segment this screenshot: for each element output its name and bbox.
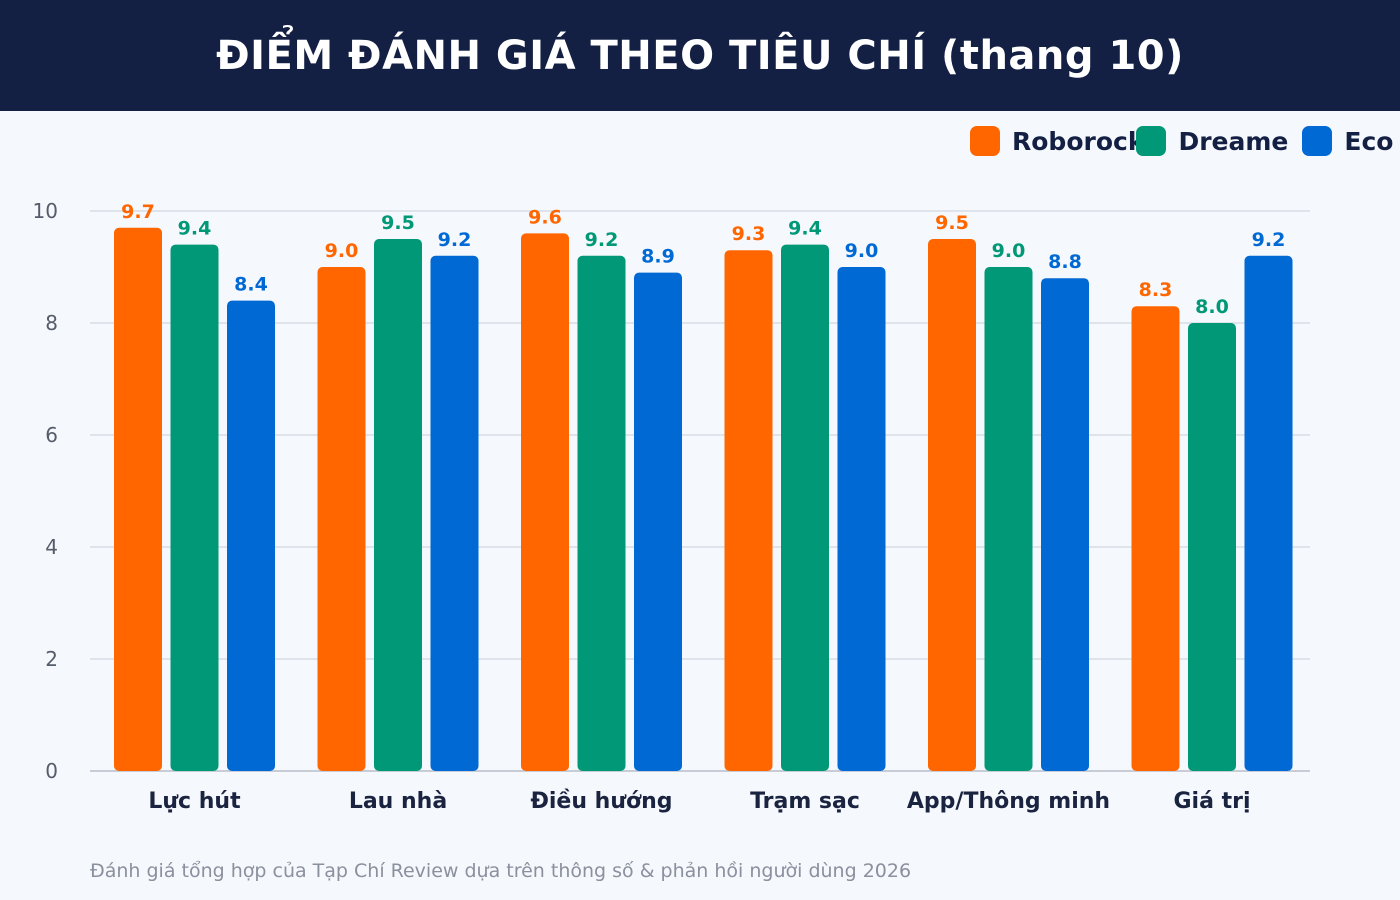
legend-item-roborock: Roborock bbox=[970, 126, 1144, 156]
x-category-label-4: App/Thông minh bbox=[907, 789, 1110, 814]
y-tick-label-4: 4 bbox=[45, 535, 58, 559]
bar-eco-1 bbox=[430, 255, 479, 772]
bar-eco-5 bbox=[1244, 255, 1293, 772]
bar-roborock-0 bbox=[114, 227, 162, 772]
y-tick-label-8: 8 bbox=[45, 311, 58, 335]
bar-dreame-0 bbox=[170, 244, 219, 772]
bar-dreame-3 bbox=[781, 244, 829, 772]
legend-item-dreame: Dreame bbox=[1136, 126, 1288, 156]
chart-header: ĐIỂM ĐÁNH GIÁ THEO TIÊU CHÍ (thang 10) bbox=[0, 0, 1400, 111]
value-label-eco-5: 9.2 bbox=[1252, 229, 1286, 251]
bar-dreame-4 bbox=[984, 267, 1033, 771]
legend-label-dreame: Dreame bbox=[1178, 126, 1289, 156]
value-label-eco-3: 9.0 bbox=[845, 240, 879, 262]
bar-roborock-3 bbox=[724, 250, 773, 771]
value-label-roborock-0: 9.7 bbox=[121, 201, 155, 223]
chart-title: ĐIỂM ĐÁNH GIÁ THEO TIÊU CHÍ (thang 10) bbox=[216, 32, 1184, 79]
value-label-dreame-5: 8.0 bbox=[1195, 296, 1229, 318]
bar-dreame-1 bbox=[374, 239, 422, 771]
y-tick-label-6: 6 bbox=[45, 423, 58, 447]
value-label-dreame-3: 9.4 bbox=[788, 218, 822, 240]
value-label-eco-0: 8.4 bbox=[234, 274, 268, 296]
legend-swatch-roborock bbox=[970, 126, 1000, 156]
value-label-eco-1: 9.2 bbox=[438, 229, 472, 251]
legend-swatch-eco bbox=[1302, 126, 1333, 156]
value-label-roborock-5: 8.3 bbox=[1139, 279, 1173, 301]
value-label-roborock-4: 9.5 bbox=[935, 212, 969, 234]
bar-roborock-2 bbox=[521, 233, 569, 771]
x-category-label-1: Lau nhà bbox=[349, 789, 447, 814]
y-tick-label-10: 10 bbox=[33, 199, 58, 223]
value-label-dreame-0: 9.4 bbox=[178, 218, 212, 240]
bar-dreame-5 bbox=[1188, 323, 1236, 771]
legend-item-eco: Eco bbox=[1302, 126, 1393, 156]
legend-swatch-dreame bbox=[1136, 126, 1167, 156]
value-label-roborock-3: 9.3 bbox=[732, 223, 766, 245]
bar-roborock-5 bbox=[1131, 306, 1180, 771]
legend: Roborock Dreame Eco bbox=[970, 124, 1393, 158]
value-label-roborock-1: 9.0 bbox=[325, 240, 359, 262]
bar-roborock-1 bbox=[317, 267, 366, 771]
value-label-dreame-4: 9.0 bbox=[992, 240, 1026, 262]
x-category-label-2: Điều hướng bbox=[530, 789, 672, 814]
x-category-label-5: Giá trị bbox=[1173, 789, 1250, 814]
x-category-label-0: Lực hút bbox=[148, 789, 241, 814]
value-label-eco-4: 8.8 bbox=[1048, 251, 1082, 273]
value-label-dreame-1: 9.5 bbox=[381, 212, 415, 234]
y-tick-label-2: 2 bbox=[45, 647, 58, 671]
value-label-eco-2: 8.9 bbox=[641, 246, 675, 268]
bar-eco-3 bbox=[837, 267, 886, 771]
value-label-roborock-2: 9.6 bbox=[528, 206, 562, 228]
bar-eco-2 bbox=[634, 272, 682, 771]
bar-eco-4 bbox=[1041, 278, 1089, 771]
legend-label-eco: Eco bbox=[1344, 126, 1394, 156]
bar-dreame-2 bbox=[577, 255, 626, 772]
bar-roborock-4 bbox=[928, 239, 976, 771]
legend-label-roborock: Roborock bbox=[1012, 126, 1145, 156]
y-tick-label-0: 0 bbox=[45, 759, 58, 783]
footnote: Đánh giá tổng hợp của Tạp Chí Review dựa… bbox=[90, 860, 912, 882]
x-category-label-3: Trạm sạc bbox=[750, 789, 860, 814]
bar-eco-0 bbox=[227, 300, 275, 771]
value-label-dreame-2: 9.2 bbox=[585, 229, 619, 251]
